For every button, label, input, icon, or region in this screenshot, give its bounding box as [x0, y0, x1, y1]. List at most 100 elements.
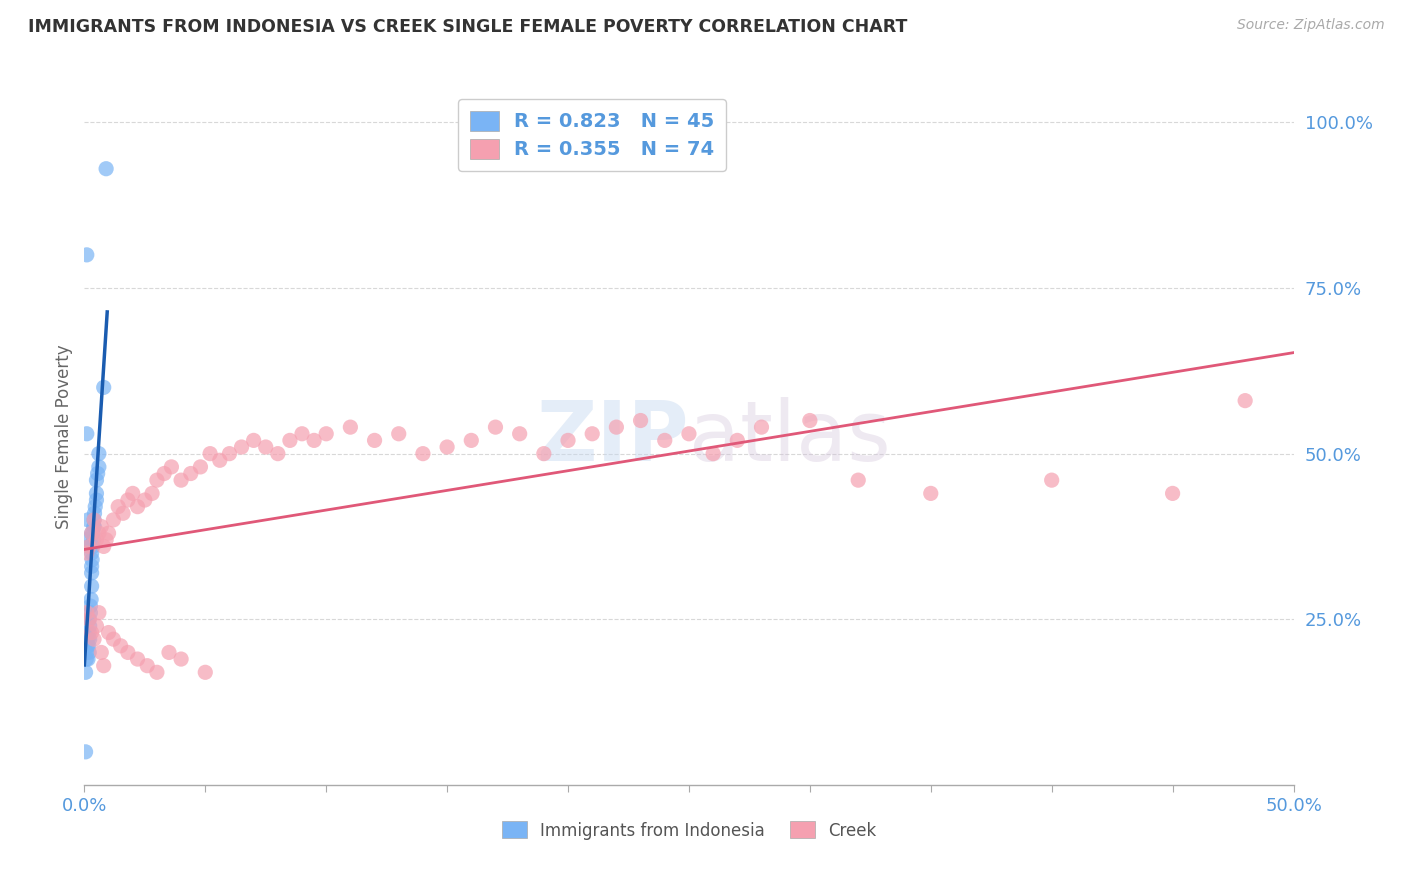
Point — [146, 665, 169, 680]
Text: Source: ZipAtlas.com: Source: ZipAtlas.com — [1237, 18, 1385, 32]
Point — [127, 652, 149, 666]
Point — [630, 413, 652, 427]
Point — [76, 645, 98, 659]
Point — [80, 566, 103, 580]
Point — [80, 592, 103, 607]
Point — [1161, 486, 1184, 500]
Point — [291, 426, 314, 441]
Point — [93, 540, 115, 554]
Point — [77, 645, 100, 659]
Point — [77, 513, 100, 527]
Point — [121, 486, 143, 500]
Point — [103, 632, 125, 647]
Point — [146, 473, 169, 487]
Point — [75, 665, 97, 680]
Point — [86, 486, 108, 500]
Point — [77, 625, 100, 640]
Legend: Immigrants from Indonesia, Creek: Immigrants from Indonesia, Creek — [495, 814, 883, 847]
Point — [702, 447, 724, 461]
Point — [388, 426, 411, 441]
Point — [1234, 393, 1257, 408]
Point — [80, 579, 103, 593]
Point — [460, 434, 482, 448]
Point — [141, 486, 163, 500]
Point — [87, 447, 110, 461]
Point — [77, 612, 100, 626]
Point — [117, 645, 139, 659]
Point — [254, 440, 277, 454]
Point — [77, 652, 100, 666]
Point — [79, 619, 101, 633]
Text: IMMIGRANTS FROM INDONESIA VS CREEK SINGLE FEMALE POVERTY CORRELATION CHART: IMMIGRANTS FROM INDONESIA VS CREEK SINGL… — [28, 18, 907, 36]
Point — [190, 459, 212, 474]
Point — [77, 632, 100, 647]
Point — [86, 473, 108, 487]
Point — [725, 434, 748, 448]
Point — [80, 625, 103, 640]
Point — [79, 606, 101, 620]
Point — [605, 420, 627, 434]
Point — [86, 467, 108, 481]
Point — [80, 526, 103, 541]
Point — [363, 434, 385, 448]
Point — [127, 500, 149, 514]
Point — [90, 645, 112, 659]
Point — [170, 473, 193, 487]
Point — [76, 606, 98, 620]
Point — [134, 493, 156, 508]
Point — [160, 459, 183, 474]
Point — [76, 546, 98, 560]
Point — [77, 612, 100, 626]
Point — [267, 447, 290, 461]
Point — [75, 652, 97, 666]
Point — [75, 533, 97, 547]
Point — [87, 526, 110, 541]
Point — [654, 434, 676, 448]
Point — [153, 467, 176, 481]
Text: atlas: atlas — [689, 397, 890, 477]
Point — [278, 434, 301, 448]
Point — [83, 513, 105, 527]
Point — [751, 420, 773, 434]
Y-axis label: Single Female Poverty: Single Female Poverty — [55, 345, 73, 529]
Point — [77, 639, 100, 653]
Point — [107, 500, 129, 514]
Point — [80, 546, 103, 560]
Point — [76, 625, 98, 640]
Point — [302, 434, 325, 448]
Point — [87, 459, 110, 474]
Point — [83, 533, 105, 547]
Point — [77, 540, 100, 554]
Point — [242, 434, 264, 448]
Point — [799, 413, 821, 427]
Point — [103, 513, 125, 527]
Point — [218, 447, 240, 461]
Point — [97, 625, 120, 640]
Point — [315, 426, 337, 441]
Point — [76, 426, 98, 441]
Point — [86, 533, 108, 547]
Point — [75, 745, 97, 759]
Point — [846, 473, 869, 487]
Point — [76, 639, 98, 653]
Point — [86, 619, 108, 633]
Point — [90, 519, 112, 533]
Point — [86, 493, 108, 508]
Point — [93, 658, 115, 673]
Point — [83, 519, 105, 533]
Point — [557, 434, 579, 448]
Point — [920, 486, 942, 500]
Point — [77, 540, 100, 554]
Point — [76, 632, 98, 647]
Point — [112, 506, 135, 520]
Point — [83, 513, 105, 527]
Point — [93, 380, 115, 394]
Point — [80, 559, 103, 574]
Point — [94, 533, 117, 547]
Point — [533, 447, 555, 461]
Point — [157, 645, 180, 659]
Point — [180, 467, 202, 481]
Point — [83, 506, 105, 520]
Point — [231, 440, 253, 454]
Point — [80, 526, 103, 541]
